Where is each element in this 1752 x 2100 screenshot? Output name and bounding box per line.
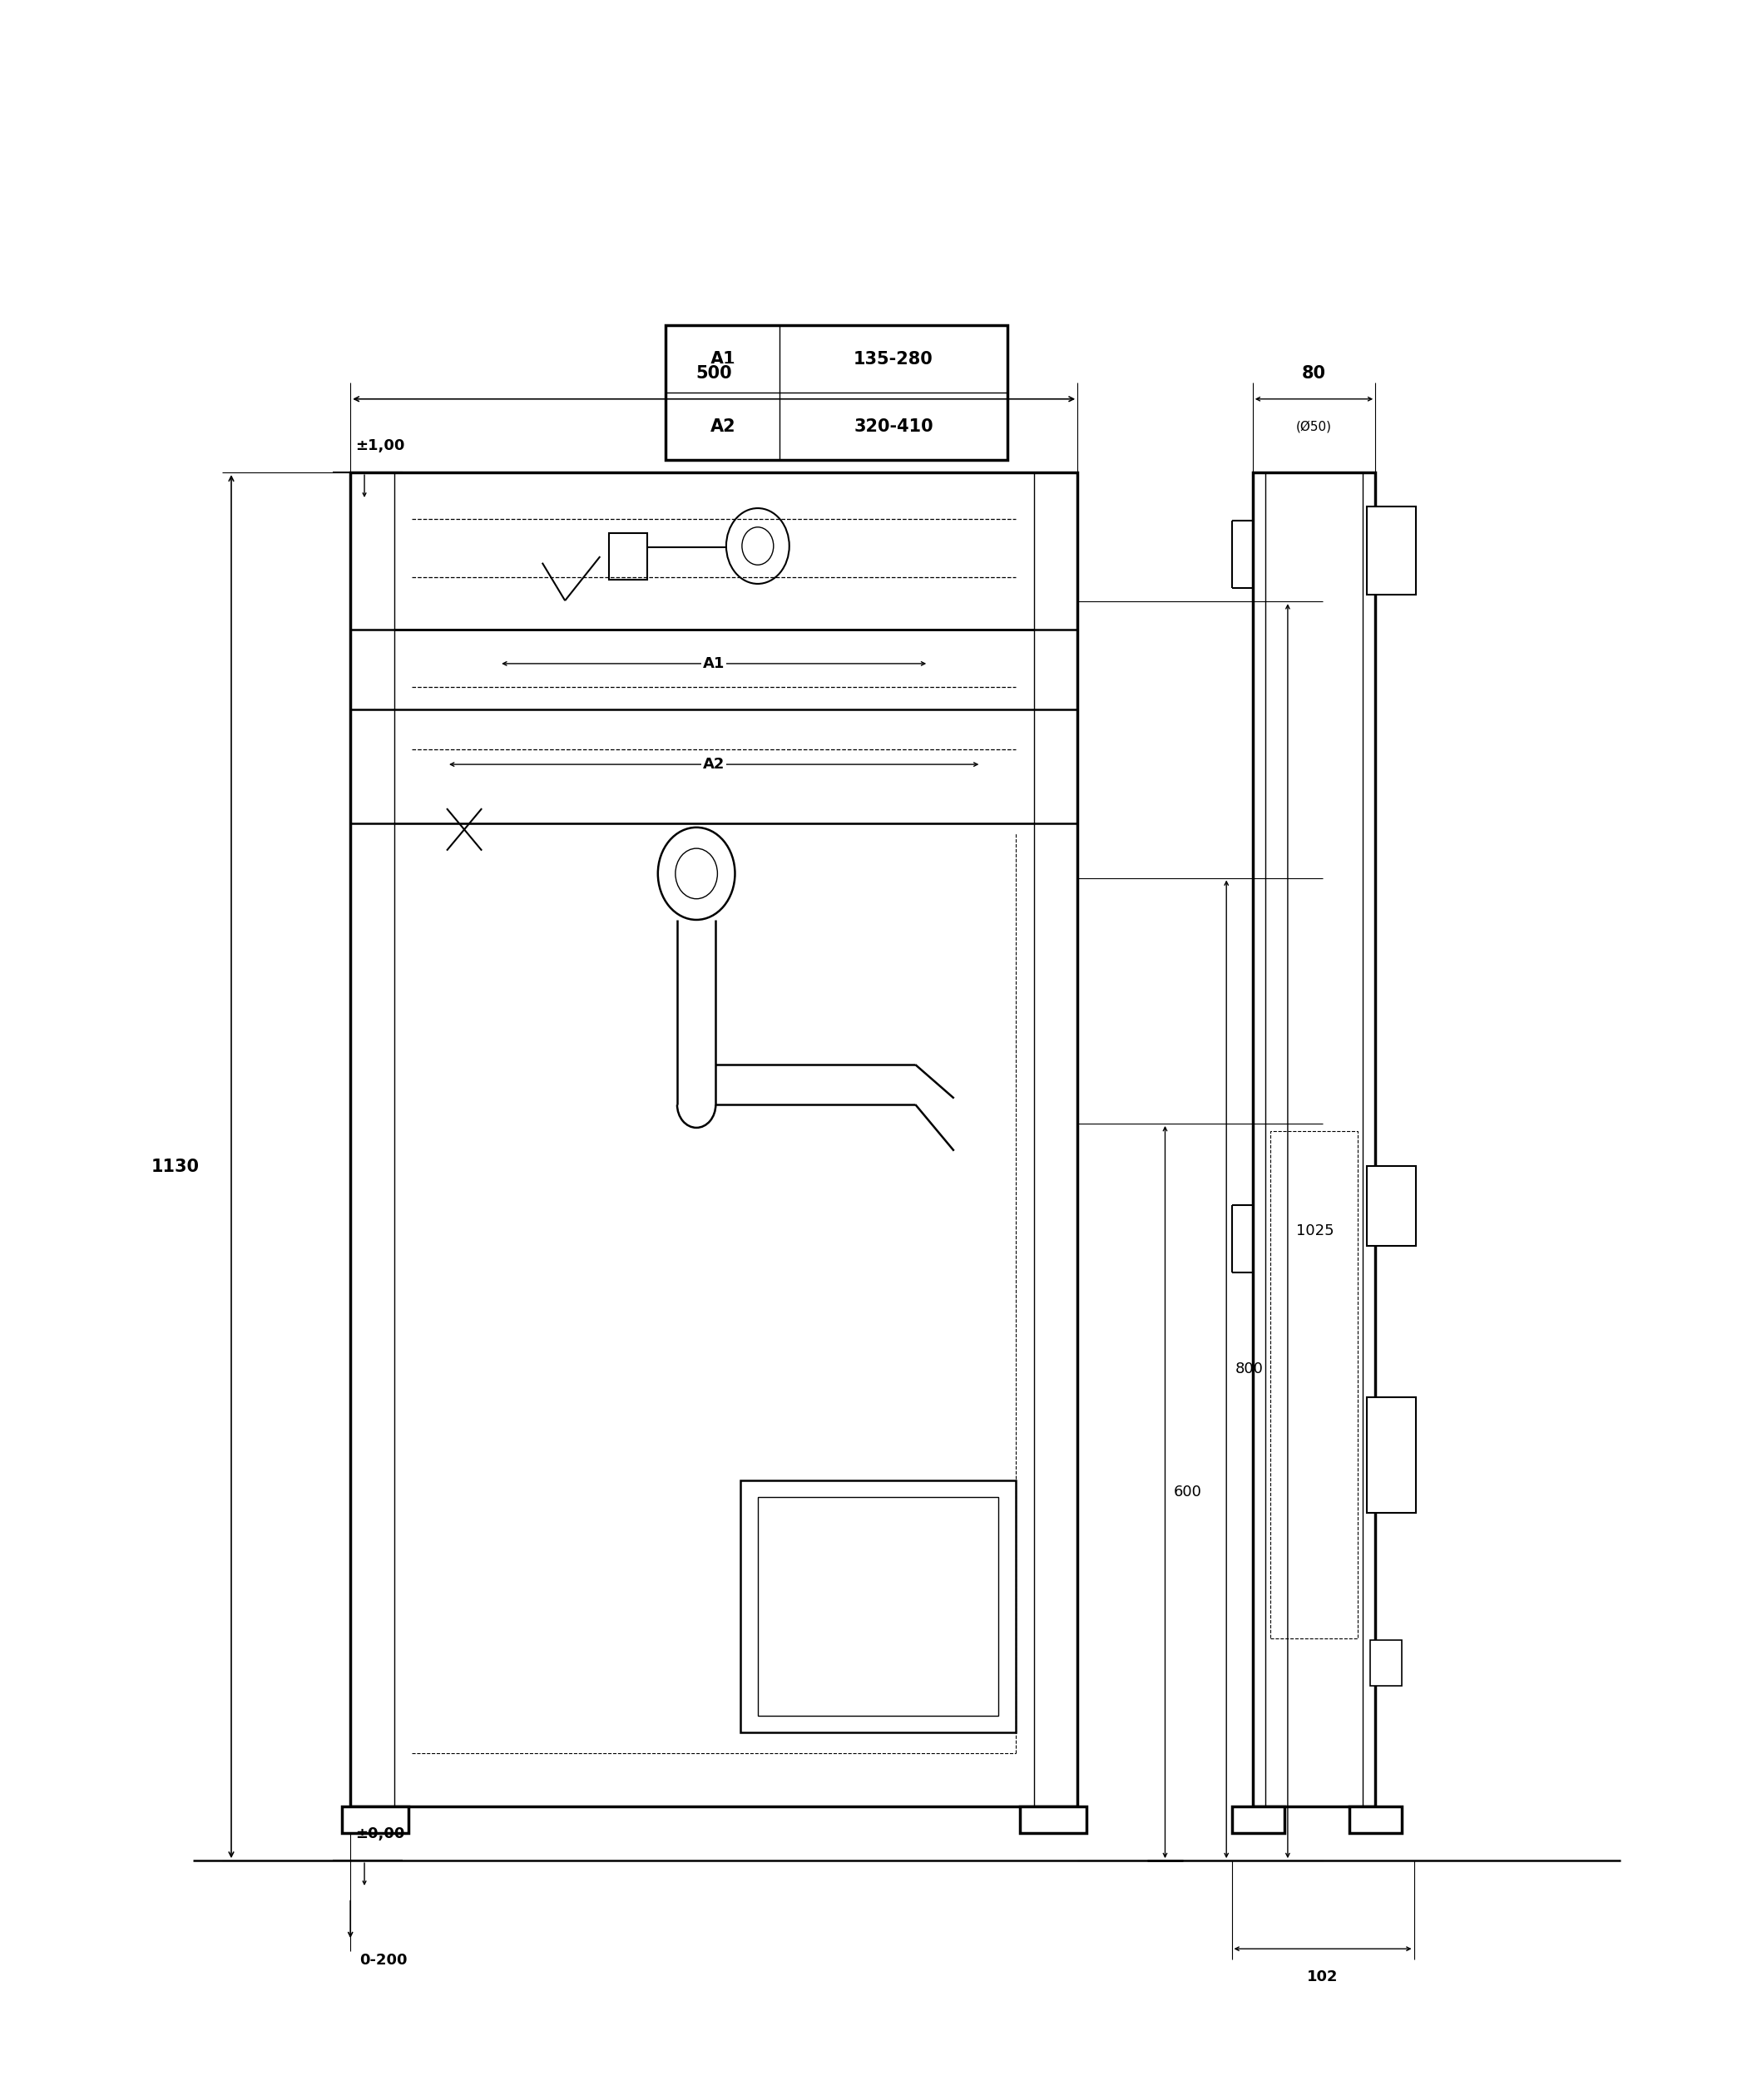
Bar bbox=[1367, 506, 1416, 594]
Text: A1: A1 bbox=[703, 655, 725, 672]
Text: (Ø50): (Ø50) bbox=[1296, 420, 1332, 433]
Text: 800: 800 bbox=[1235, 1361, 1263, 1378]
Bar bbox=[739, 1480, 1016, 1732]
Text: 135-280: 135-280 bbox=[853, 351, 934, 367]
Bar bbox=[1349, 1806, 1402, 1833]
Text: 1025: 1025 bbox=[1296, 1224, 1335, 1239]
Bar bbox=[1270, 1132, 1358, 1638]
Text: 320-410: 320-410 bbox=[853, 418, 934, 435]
Bar bbox=[1367, 1396, 1416, 1512]
Text: 0-200: 0-200 bbox=[359, 1953, 406, 1968]
Text: ±0,00: ±0,00 bbox=[356, 1827, 405, 1842]
Text: 600: 600 bbox=[1174, 1485, 1202, 1499]
Bar bbox=[608, 533, 646, 580]
Bar bbox=[1370, 1640, 1402, 1686]
Text: 80: 80 bbox=[1302, 365, 1326, 382]
Bar bbox=[1367, 1166, 1416, 1245]
Text: 1130: 1130 bbox=[151, 1159, 200, 1174]
Text: A2: A2 bbox=[710, 418, 736, 435]
Bar bbox=[1232, 1806, 1284, 1833]
Text: 102: 102 bbox=[1307, 1970, 1339, 1984]
Text: A2: A2 bbox=[703, 756, 725, 773]
Text: 500: 500 bbox=[696, 365, 732, 382]
Bar bbox=[757, 1497, 999, 1716]
Text: A1: A1 bbox=[710, 351, 736, 367]
Bar bbox=[1020, 1806, 1086, 1833]
Text: ±1,00: ±1,00 bbox=[356, 439, 405, 454]
Bar bbox=[342, 1806, 408, 1833]
